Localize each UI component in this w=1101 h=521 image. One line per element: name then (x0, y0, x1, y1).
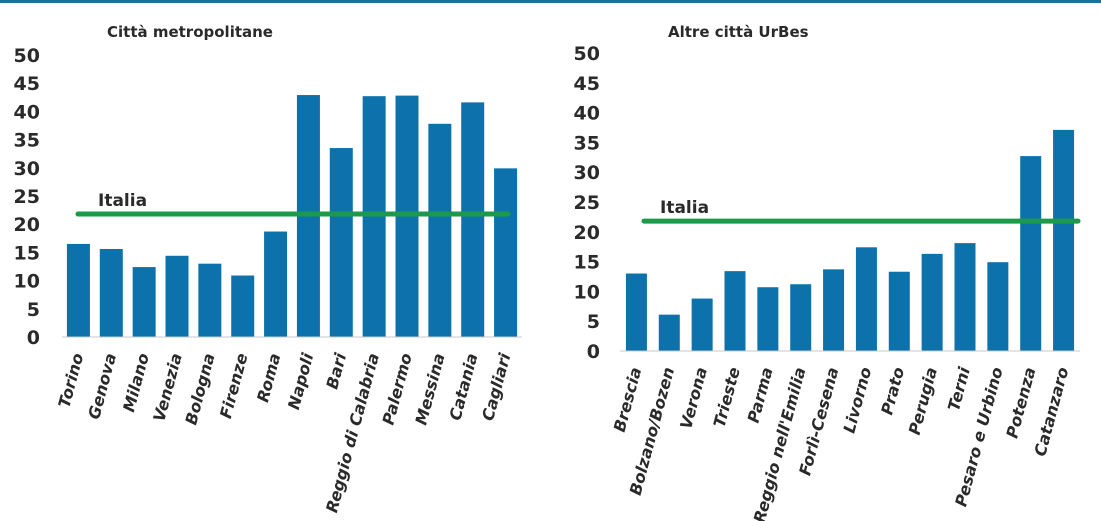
x-tick-label: Bologna (181, 351, 218, 427)
top-border-line (0, 0, 1101, 3)
y-tick-label: 20 (574, 222, 600, 244)
x-tick-label: Catania (445, 351, 481, 422)
chart-altre-citta-urbes: Altre città UrBes 0 5 10 15 20 25 30 35 40 45 50 B… (574, 23, 1081, 521)
reference-line-label: Italia (660, 198, 709, 218)
y-tick-label: 30 (574, 162, 600, 184)
chart-title: Altre città UrBes (668, 23, 809, 41)
reference-line-group: Italia (75, 191, 511, 217)
x-tick-label: Bari (322, 351, 350, 392)
bar (428, 123, 452, 337)
y-tick-label: 0 (587, 341, 600, 363)
x-tick-label: Prato (877, 365, 908, 417)
bar (823, 269, 845, 351)
x-tick-label: Messina (411, 351, 448, 427)
bar (99, 249, 123, 337)
x-tick-label: Palermo (379, 351, 416, 427)
x-tick-label: Cagliari (478, 351, 514, 423)
bar (329, 148, 353, 337)
y-tick-label: 40 (14, 101, 40, 123)
chart-citta-metropolitane: Città metropolitane 0 5 10 15 20 25 30 35 40 45 50… (14, 23, 522, 515)
bar (954, 243, 976, 351)
bar (494, 168, 518, 337)
chart-title: Città metropolitane (107, 23, 273, 41)
bar (165, 255, 189, 337)
bars (625, 129, 1075, 351)
x-tick-label: Genova (84, 351, 120, 421)
x-tick-label: Roma (253, 351, 284, 404)
y-tick-label: 5 (587, 311, 600, 333)
bar (461, 102, 485, 337)
x-tick-label: Firenze (216, 351, 252, 420)
bar (1053, 129, 1075, 351)
bar (658, 314, 680, 351)
y-tick-label: 40 (574, 103, 600, 125)
x-tick-label: Torino (55, 351, 88, 410)
y-tick-label: 35 (14, 130, 40, 152)
bar (198, 263, 222, 337)
bar (987, 262, 1009, 351)
y-tick-label: 20 (14, 214, 40, 236)
y-tick-label: 10 (14, 271, 40, 293)
bars (66, 95, 518, 337)
y-tick-label: 45 (14, 73, 40, 95)
y-tick-label: 10 (574, 281, 600, 303)
x-tick-label: Parma (744, 365, 777, 425)
bar (231, 275, 255, 337)
bar (921, 253, 943, 351)
y-axis: 0 5 10 15 20 25 30 35 40 45 50 (14, 45, 40, 349)
bar (757, 287, 779, 351)
bar (264, 231, 288, 337)
bar (691, 298, 713, 351)
x-tick-label: Brescia (610, 365, 645, 434)
y-tick-label: 25 (14, 186, 40, 208)
x-tick-label: Terni (944, 365, 974, 413)
x-tick-label: Milano (119, 351, 153, 414)
y-tick-label: 5 (27, 299, 40, 321)
bar (66, 243, 90, 337)
y-tick-label: 50 (14, 45, 40, 67)
y-tick-label: 15 (14, 242, 40, 264)
x-tick-label: Trieste (710, 365, 744, 429)
bar (724, 271, 746, 351)
bar (855, 247, 877, 351)
bar (362, 96, 386, 337)
bar (625, 273, 647, 351)
x-tick-label: Venezia (149, 351, 185, 423)
y-tick-label: 45 (574, 73, 600, 95)
x-tick-label: Livorno (840, 365, 876, 435)
bar (888, 271, 910, 351)
bar (1020, 156, 1042, 351)
x-tick-label: Potenza (1002, 365, 1039, 440)
y-tick-label: 15 (574, 252, 600, 274)
reference-line-label: Italia (98, 191, 147, 211)
y-tick-label: 30 (14, 158, 40, 180)
x-tick-label: Napoli (284, 351, 317, 412)
y-tick-label: 35 (574, 132, 600, 154)
x-tick-label: Verona (676, 365, 711, 431)
bar (132, 267, 156, 337)
bar (790, 284, 812, 351)
y-tick-label: 50 (574, 43, 600, 65)
y-axis: 0 5 10 15 20 25 30 35 40 45 50 (574, 43, 600, 363)
y-tick-label: 0 (27, 327, 40, 349)
y-tick-label: 25 (574, 192, 600, 214)
reference-line-group: Italia (641, 198, 1081, 224)
x-tick-label: Perugia (905, 365, 941, 437)
